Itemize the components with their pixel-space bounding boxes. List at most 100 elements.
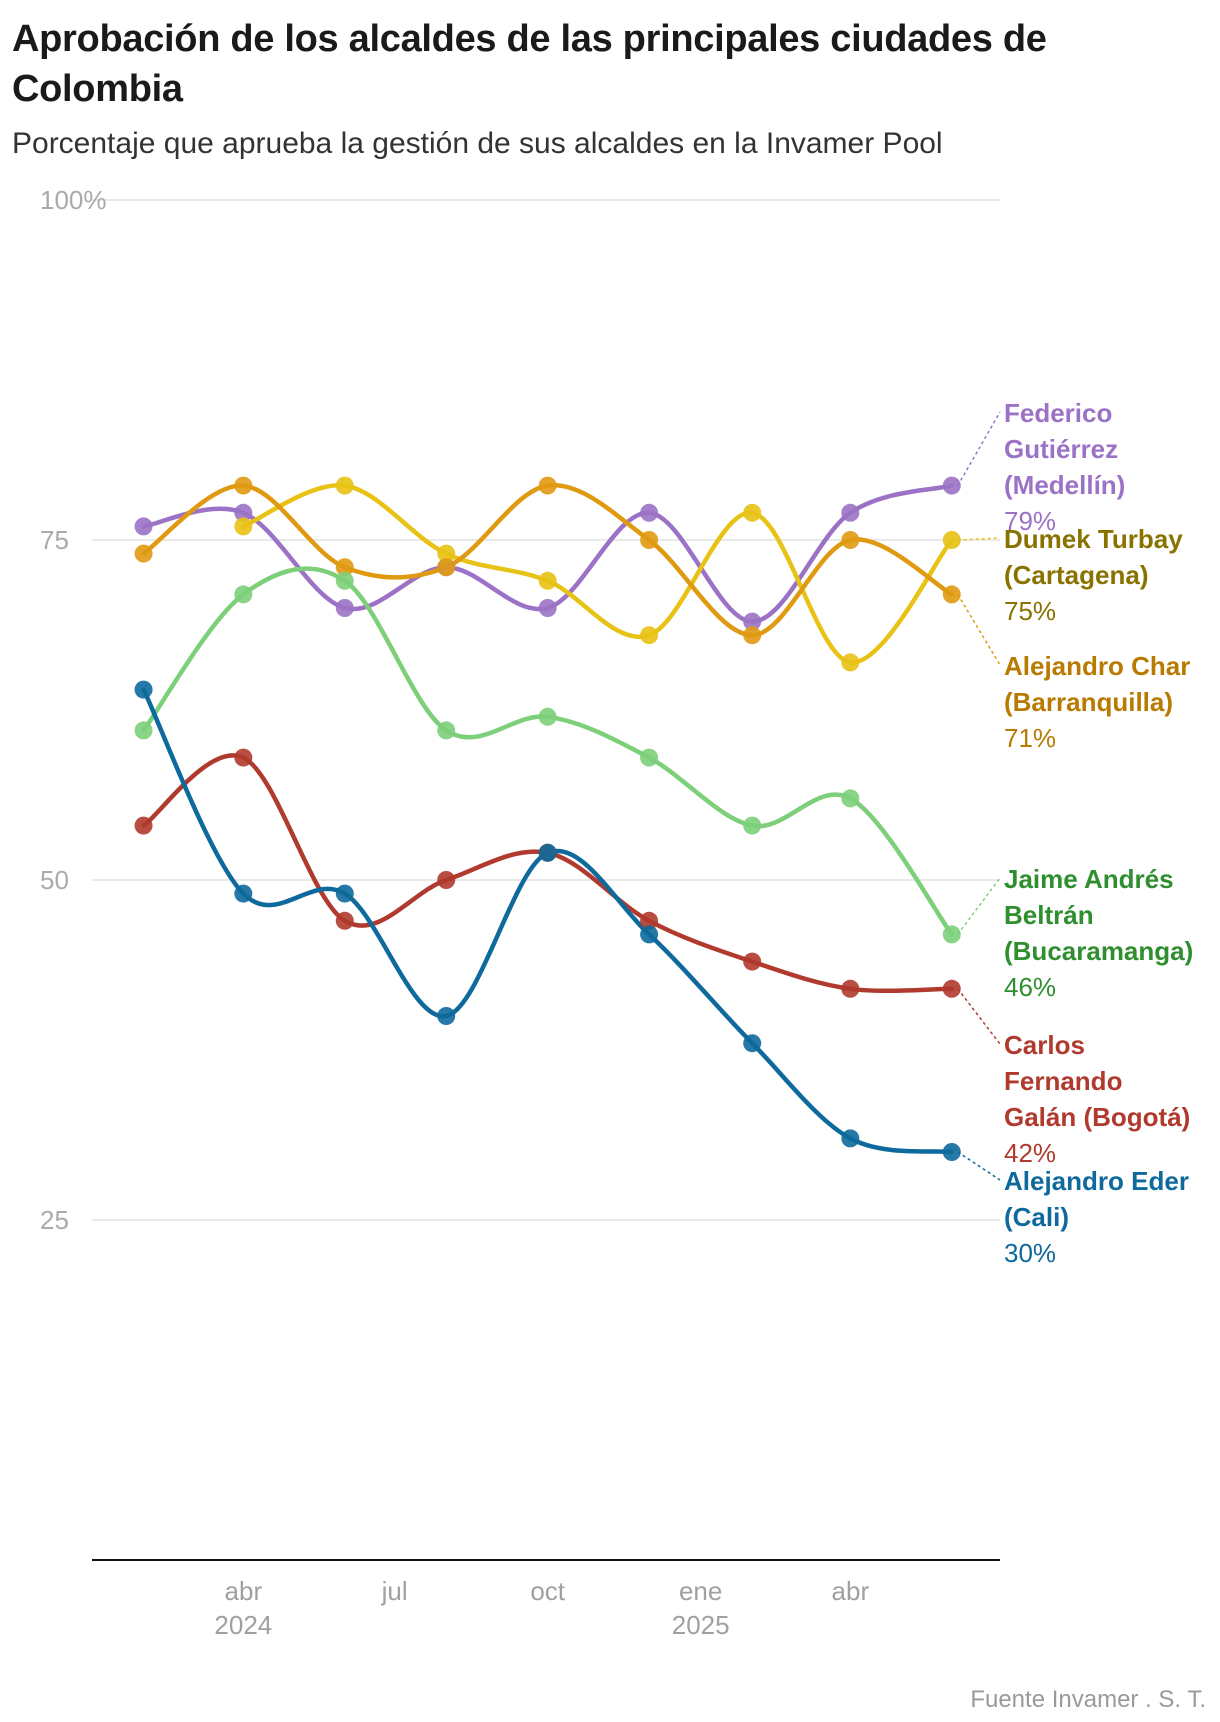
series-value-label: 46%: [1004, 972, 1056, 1002]
data-point: [743, 952, 762, 971]
data-point: [335, 884, 354, 903]
series-name-label: (Medellín): [1004, 470, 1125, 500]
series-name-label: Fernando: [1004, 1066, 1122, 1096]
data-point: [134, 517, 153, 536]
data-point: [942, 925, 961, 944]
label-leader: [957, 1151, 1001, 1181]
data-point: [640, 503, 659, 522]
series-points: [134, 476, 961, 1161]
series-value-label: 71%: [1004, 723, 1056, 753]
data-point: [743, 1034, 762, 1053]
data-point: [335, 558, 354, 577]
data-point: [134, 816, 153, 835]
data-point: [335, 599, 354, 617]
series-name-label: (Cali): [1004, 1202, 1069, 1232]
label-leader: [957, 877, 1001, 935]
data-point: [640, 911, 659, 930]
series-value-label: 30%: [1004, 1238, 1056, 1268]
data-point: [841, 531, 860, 549]
data-point: [134, 721, 153, 740]
x-tick-label: abr: [832, 1576, 870, 1606]
data-point: [538, 599, 557, 617]
data-point: [335, 571, 354, 590]
data-point: [942, 531, 961, 549]
x-tick-year-label: 2025: [672, 1610, 730, 1640]
data-point: [134, 544, 153, 563]
series-name-label: Jaime Andrés: [1004, 864, 1174, 894]
data-point: [743, 612, 762, 631]
gridlines: [92, 199, 1000, 1221]
x-axis: abr 2024 jul oct ene 2025 abr: [92, 1559, 1000, 1640]
y-tick-label: 100%: [40, 185, 107, 215]
data-point: [234, 476, 253, 495]
series-name-label: Carlos: [1004, 1030, 1085, 1060]
label-leader: [957, 988, 1001, 1045]
series-line: [141, 753, 955, 994]
y-tick-label: 50: [40, 865, 69, 895]
x-tick-label: ene: [679, 1576, 722, 1606]
label-leader: [957, 594, 1001, 666]
data-point: [234, 748, 253, 767]
data-point: [640, 531, 659, 549]
data-point: [841, 979, 860, 998]
series-name-label: (Barranquilla): [1004, 687, 1173, 717]
data-point: [841, 1129, 860, 1148]
series-name-label: Gutiérrez: [1004, 434, 1118, 464]
series-name-label: Alejandro Eder: [1004, 1166, 1189, 1196]
series-name-label: (Bucaramanga): [1004, 936, 1193, 966]
series-value-label: 79%: [1004, 506, 1056, 536]
data-point: [538, 571, 557, 590]
source-note: Fuente Invamer . S. T.: [970, 1686, 1206, 1713]
data-point: [640, 925, 659, 944]
data-point: [538, 707, 557, 726]
label-leader: [957, 537, 1001, 541]
series-value-label: 75%: [1004, 596, 1056, 626]
x-tick-label: jul: [381, 1576, 408, 1606]
series-name-label: Federico: [1004, 398, 1112, 428]
data-point: [538, 843, 557, 862]
data-point: [841, 789, 860, 808]
data-point: [942, 1143, 961, 1161]
y-axis: 100% 75 50 25: [40, 185, 107, 1235]
data-point: [538, 476, 557, 495]
data-point: [743, 626, 762, 645]
data-point: [234, 884, 253, 903]
series-name-label: (Cartagena): [1004, 560, 1148, 590]
series-name-label: Alejandro Char: [1004, 651, 1190, 681]
x-tick-year-label: 2024: [214, 1610, 272, 1640]
data-point: [234, 585, 253, 604]
x-tick-label: abr: [225, 1576, 263, 1606]
data-point: [134, 680, 153, 699]
series-name-label: Beltrán: [1004, 900, 1094, 930]
data-point: [841, 653, 860, 672]
data-point: [942, 476, 961, 495]
chart-title: Aprobación de los alcaldes de las princi…: [12, 18, 1047, 110]
data-point: [437, 544, 456, 563]
series-labels: Federico Gutiérrez (Medellín) 79%Dumek Turb…: [957, 398, 1193, 1268]
x-tick-label: oct: [530, 1576, 565, 1606]
data-point: [743, 816, 762, 835]
data-point: [437, 558, 456, 577]
data-point: [437, 871, 456, 889]
label-leader: [957, 411, 1001, 486]
data-point: [437, 721, 456, 740]
data-point: [335, 476, 354, 495]
data-point: [335, 911, 354, 930]
series-name-label: Dumek Turbay: [1004, 524, 1183, 554]
data-point: [640, 626, 659, 645]
y-tick-label: 75: [40, 525, 69, 555]
data-point: [841, 503, 860, 522]
data-point: [743, 503, 762, 522]
series-line: [141, 687, 955, 1155]
series-value-label: 42%: [1004, 1138, 1056, 1168]
data-point: [234, 503, 253, 522]
series-name-label: Galán (Bogotá): [1004, 1102, 1190, 1132]
chart-subtitle: Porcentaje que aprueba la gestión de sus…: [12, 127, 943, 160]
data-point: [640, 748, 659, 767]
data-point: [942, 979, 961, 998]
y-tick-label: 25: [40, 1205, 69, 1235]
data-point: [942, 585, 961, 604]
data-point: [437, 1007, 456, 1025]
data-point: [234, 517, 253, 536]
